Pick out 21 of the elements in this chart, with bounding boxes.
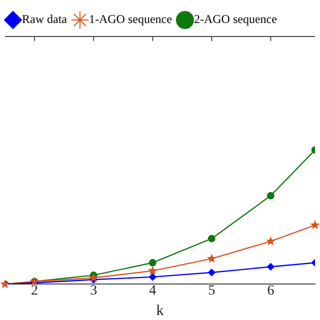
point: [148, 259, 156, 266]
x-tick-label: 5: [208, 283, 216, 298]
point: [310, 220, 320, 230]
x-tick-label: 3: [90, 283, 98, 298]
point: [148, 273, 156, 281]
point: [267, 263, 274, 270]
legend-label: 1-AGO sequence: [88, 12, 172, 26]
x-axis-title: k: [156, 302, 164, 319]
x-tick-label: 2: [31, 283, 38, 298]
point: [266, 236, 276, 246]
legend-label: Raw data: [22, 12, 68, 26]
point: [206, 254, 216, 263]
point: [267, 192, 274, 200]
point: [208, 268, 216, 276]
point: [148, 266, 158, 275]
point: [0, 279, 10, 288]
x-tick-label: 4: [149, 283, 156, 298]
x-tick-label: 6: [267, 283, 274, 298]
point: [208, 234, 216, 242]
legend-label: 2-AGO sequence: [194, 12, 277, 26]
point: [88, 272, 98, 282]
